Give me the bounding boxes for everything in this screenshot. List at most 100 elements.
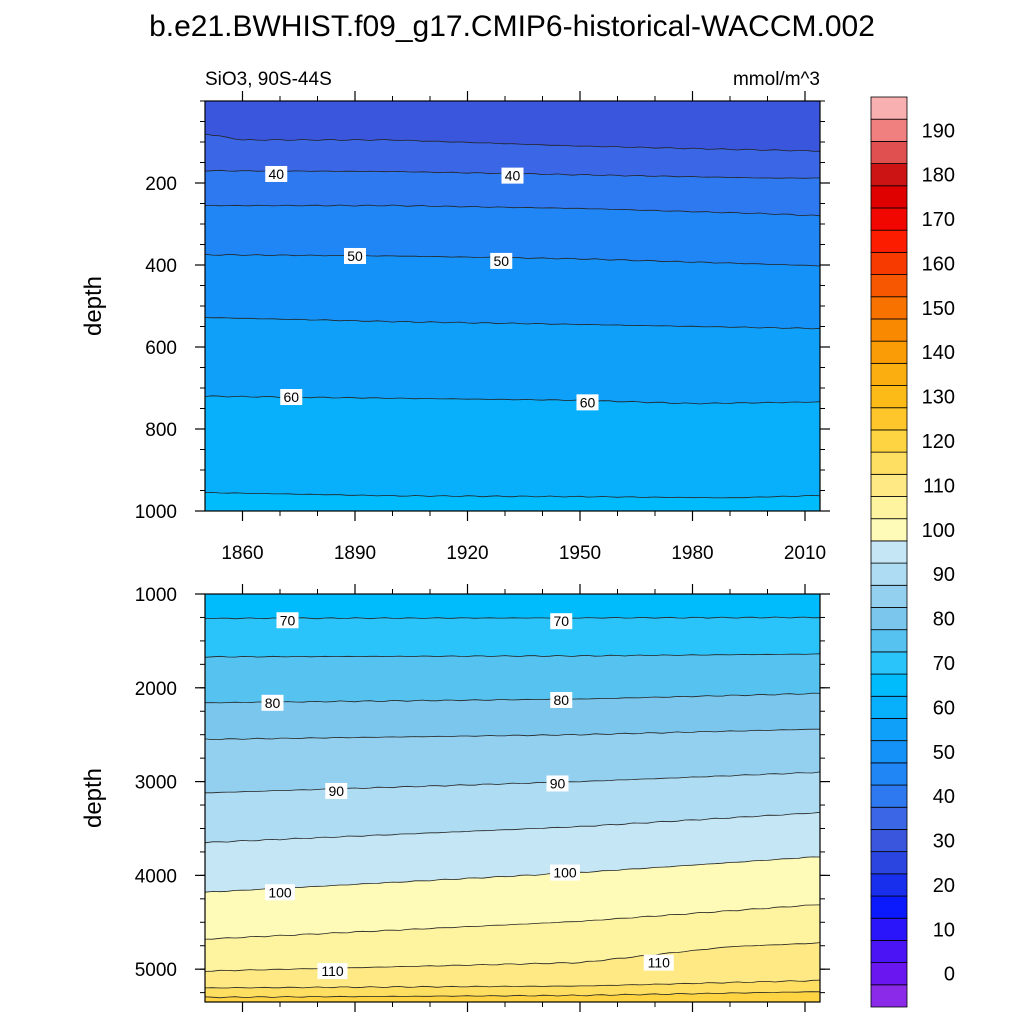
colorbar-label: 80 bbox=[933, 609, 955, 631]
contour-label-text: 100 bbox=[553, 865, 577, 881]
upper-band-62.5 bbox=[204, 395, 821, 499]
upper-contour-label-3: 50 bbox=[490, 252, 513, 269]
lower-contour-lines bbox=[204, 616, 821, 999]
colorbar: 0 10 20 30 40 50 60 70 80 90 100 110 120 130 140 150 160… bbox=[870, 96, 955, 1008]
colorbar-swatch bbox=[870, 118, 908, 142]
lower-ytick-label: 3000 bbox=[135, 773, 177, 794]
colorbar-label: 150 bbox=[922, 298, 955, 320]
colorbar-swatch bbox=[870, 496, 908, 520]
lower-contour-line-70 bbox=[205, 616, 821, 620]
colorbar-label: 10 bbox=[933, 919, 955, 941]
contour-label-bg bbox=[265, 884, 295, 901]
colorbar-label: 0 bbox=[944, 964, 955, 986]
contour-label-text: 80 bbox=[553, 692, 569, 708]
colorbar-swatch bbox=[870, 185, 908, 209]
upper-xtick-label: 1950 bbox=[559, 543, 601, 564]
colorbar-swatch bbox=[870, 784, 908, 808]
colorbar-swatch bbox=[870, 96, 908, 120]
colorbar-swatch bbox=[870, 540, 908, 564]
upper-y-axis-label: depth bbox=[80, 276, 107, 336]
colorbar-swatch bbox=[870, 895, 908, 919]
colorbar-swatch bbox=[870, 673, 908, 697]
colorbar-label: 140 bbox=[922, 342, 955, 364]
colorbar-swatch bbox=[870, 851, 908, 875]
contour-label-bg bbox=[643, 954, 674, 971]
lower-contour-line-110 bbox=[204, 942, 821, 972]
upper-axis-ticks: 200 400 600 800 1000 1860 1890 1920 1950 1980 2010 bbox=[135, 91, 830, 564]
upper-contour-line-50 bbox=[204, 253, 821, 267]
colorbar-swatch bbox=[870, 695, 908, 719]
colorbar-swatch bbox=[870, 762, 908, 786]
lower-contour-line-95 bbox=[204, 811, 821, 844]
upper-ytick-label: 200 bbox=[145, 174, 177, 195]
contour-label-bg bbox=[325, 782, 348, 799]
lower-contour-label-8: 110 bbox=[317, 963, 348, 980]
colorbar-label: 20 bbox=[933, 875, 955, 897]
upper-contour-labels: 40 40 50 50 60 60 bbox=[265, 165, 599, 411]
contour-label-bg bbox=[550, 691, 573, 708]
upper-contour-line-60 bbox=[204, 395, 821, 405]
colorbar-label: 130 bbox=[922, 387, 955, 409]
contour-label-text: 70 bbox=[553, 613, 569, 629]
colorbar-swatch bbox=[870, 740, 908, 764]
upper-xtick-label: 1980 bbox=[671, 543, 713, 564]
contour-label-bg bbox=[265, 165, 288, 182]
lower-contour-labels: 70 70 80 80 90 90 100 100 110 110 bbox=[261, 612, 674, 980]
contour-label-text: 40 bbox=[505, 168, 521, 184]
colorbar-swatch bbox=[870, 873, 908, 897]
colorbar-swatch bbox=[870, 584, 908, 608]
colorbar-label: 40 bbox=[933, 786, 955, 808]
lower-contour-label-0: 70 bbox=[276, 612, 299, 629]
lower-panel: 70 70 80 80 90 90 100 100 110 110 1000 2000 3000 400… bbox=[80, 584, 830, 1012]
colorbar-label: 190 bbox=[922, 120, 955, 142]
contour-label-bg bbox=[261, 694, 284, 711]
upper-contour-fills bbox=[204, 100, 821, 512]
upper-contour-line-45 bbox=[205, 204, 821, 217]
colorbar-swatch bbox=[870, 163, 908, 187]
lower-contour-line-100 bbox=[204, 856, 821, 893]
lower-contour-label-4: 90 bbox=[325, 782, 348, 799]
contour-label-text: 50 bbox=[493, 253, 509, 269]
lower-contour-label-1: 70 bbox=[550, 613, 573, 630]
lower-axis-ticks: 1000 2000 3000 4000 5000 bbox=[135, 584, 830, 1012]
lower-contour-label-3: 80 bbox=[550, 691, 573, 708]
lower-contour-label-6: 100 bbox=[265, 884, 295, 901]
colorbar-swatch bbox=[870, 829, 908, 853]
colorbar-swatch bbox=[870, 451, 908, 475]
upper-ytick-label: 800 bbox=[145, 420, 177, 441]
upper-contour-lines bbox=[204, 133, 821, 499]
colorbar-swatch bbox=[870, 962, 908, 986]
upper-xtick-label: 1920 bbox=[446, 543, 488, 564]
lower-contour-line-85 bbox=[204, 728, 820, 740]
contour-label-bg bbox=[490, 252, 513, 269]
contour-label-bg bbox=[576, 394, 599, 411]
lower-contour-line-80 bbox=[204, 692, 821, 704]
colorbar-swatch bbox=[870, 518, 908, 542]
contour-label-bg bbox=[550, 613, 573, 630]
contour-label-bg bbox=[550, 864, 580, 881]
contour-label-text: 90 bbox=[328, 783, 344, 799]
contour-label-text: 40 bbox=[268, 166, 284, 182]
colorbar-swatch bbox=[870, 251, 908, 275]
upper-ytick-label: 1000 bbox=[135, 502, 177, 523]
upper-band-52.5 bbox=[204, 253, 821, 330]
colorbar-swatch bbox=[870, 806, 908, 830]
upper-xtick-label: 2010 bbox=[784, 543, 826, 564]
lower-contour-line-120 bbox=[204, 991, 821, 999]
contour-label-bg bbox=[546, 775, 569, 792]
colorbar-swatch bbox=[870, 318, 908, 342]
colorbar-swatch bbox=[870, 984, 908, 1008]
lower-ytick-label: 4000 bbox=[135, 866, 177, 887]
colorbar-swatch bbox=[870, 407, 908, 431]
contour-label-bg bbox=[276, 612, 299, 629]
upper-contour-label-0: 40 bbox=[265, 165, 288, 182]
colorbar-label: 90 bbox=[933, 564, 955, 586]
upper-contour-label-5: 60 bbox=[576, 394, 599, 411]
colorbar-label: 110 bbox=[923, 475, 955, 497]
upper-ytick-label: 600 bbox=[145, 338, 177, 359]
colorbar-label: 180 bbox=[922, 165, 955, 187]
colorbar-swatch bbox=[870, 296, 908, 320]
upper-contour-label-1: 40 bbox=[501, 167, 524, 184]
upper-panel: 40 40 50 50 60 60 200 400 600 800 1000 1860 1890 192… bbox=[80, 69, 830, 564]
colorbar-swatch bbox=[870, 718, 908, 742]
